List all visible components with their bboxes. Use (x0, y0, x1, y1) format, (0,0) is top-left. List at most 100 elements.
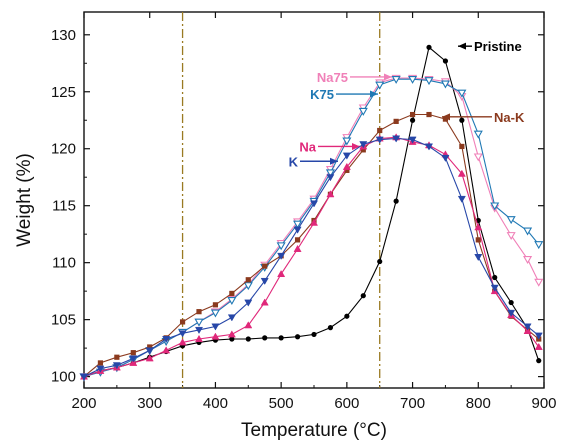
data-point (342, 162, 351, 170)
data-point (211, 323, 220, 331)
data-point (393, 198, 399, 204)
data-point (442, 58, 449, 64)
data-point (523, 323, 532, 331)
data-point (393, 118, 399, 124)
y-tick-label: 100 (51, 369, 76, 386)
data-point (227, 297, 237, 305)
data-point (457, 169, 466, 177)
x-tick-label: 200 (71, 395, 96, 412)
data-point (327, 325, 334, 331)
data-point (523, 227, 533, 236)
data-point (147, 344, 153, 350)
y-axis-title: Weight (%) (14, 153, 35, 247)
data-point (360, 147, 366, 153)
data-point (377, 127, 383, 134)
data-point (229, 290, 235, 297)
data-point (358, 107, 368, 116)
data-point (277, 269, 286, 278)
data-point (408, 136, 417, 144)
annotation-arrowhead (330, 157, 338, 165)
data-point (523, 255, 533, 264)
data-point (424, 143, 434, 151)
x-tick-label: 900 (531, 395, 556, 412)
data-point (506, 216, 516, 225)
data-point (212, 302, 219, 308)
series-k: K (79, 135, 543, 381)
data-point (409, 117, 416, 123)
data-point (441, 154, 450, 162)
data-point (426, 44, 432, 50)
data-point (294, 334, 301, 340)
data-point (342, 152, 351, 160)
data-point (375, 136, 384, 144)
annotation-arrowhead (384, 73, 392, 81)
data-point (473, 153, 483, 162)
data-point (391, 75, 401, 84)
data-point (457, 195, 466, 203)
data-point (309, 218, 319, 226)
data-point (179, 319, 186, 325)
series-label: Pristine (474, 39, 522, 54)
data-point (293, 244, 302, 252)
data-point (211, 332, 220, 340)
series-label: Na-K (494, 110, 525, 125)
data-point (309, 200, 319, 208)
series-label: Na75 (317, 70, 348, 85)
x-tick-label: 500 (269, 395, 294, 412)
data-point (534, 342, 543, 350)
data-point (227, 314, 236, 322)
data-point (474, 223, 483, 231)
data-point (244, 299, 253, 307)
x-tick-label: 800 (466, 395, 491, 412)
data-point (409, 111, 416, 118)
data-point (210, 309, 220, 318)
data-point (492, 274, 498, 281)
data-point (162, 346, 171, 354)
data-point (227, 330, 236, 338)
y-tick-label: 130 (51, 27, 76, 44)
data-point (294, 237, 301, 243)
data-point (129, 355, 138, 363)
x-tick-label: 300 (137, 395, 162, 412)
data-point (194, 334, 204, 342)
annotation-arrowhead (442, 113, 450, 121)
data-point (245, 277, 251, 283)
data-point (79, 373, 89, 381)
data-point (194, 318, 204, 327)
data-point (536, 358, 542, 364)
data-point (262, 335, 268, 341)
data-point (474, 254, 483, 262)
data-point (534, 278, 544, 287)
data-point (506, 232, 516, 241)
data-point (293, 220, 303, 229)
data-point (377, 258, 383, 265)
data-point (130, 350, 136, 356)
data-point (178, 330, 187, 338)
data-point (277, 252, 286, 260)
data-point (260, 298, 269, 306)
data-point (342, 137, 352, 146)
data-point (360, 293, 366, 299)
series-label: Na (299, 139, 316, 154)
data-point (262, 263, 268, 269)
data-point (440, 80, 450, 89)
data-point (276, 242, 286, 251)
data-point (523, 326, 532, 334)
series-label: K75 (310, 87, 334, 102)
data-point (229, 336, 235, 342)
data-point (475, 237, 481, 243)
data-point (178, 338, 187, 346)
x-axis-title: Temperature (°C) (241, 420, 387, 441)
data-point (534, 332, 543, 340)
series-na: Na (79, 133, 543, 380)
data-point (424, 77, 434, 86)
data-point (243, 282, 253, 291)
x-tick-label: 700 (400, 395, 425, 412)
data-point (194, 326, 204, 334)
data-point (392, 135, 401, 143)
data-point (162, 336, 171, 344)
x-tick-label: 600 (334, 395, 359, 412)
data-point (196, 309, 202, 315)
plot-area: 200 300 400 500 600 700 800 900 100 105 110 115 120 1… (51, 11, 557, 412)
